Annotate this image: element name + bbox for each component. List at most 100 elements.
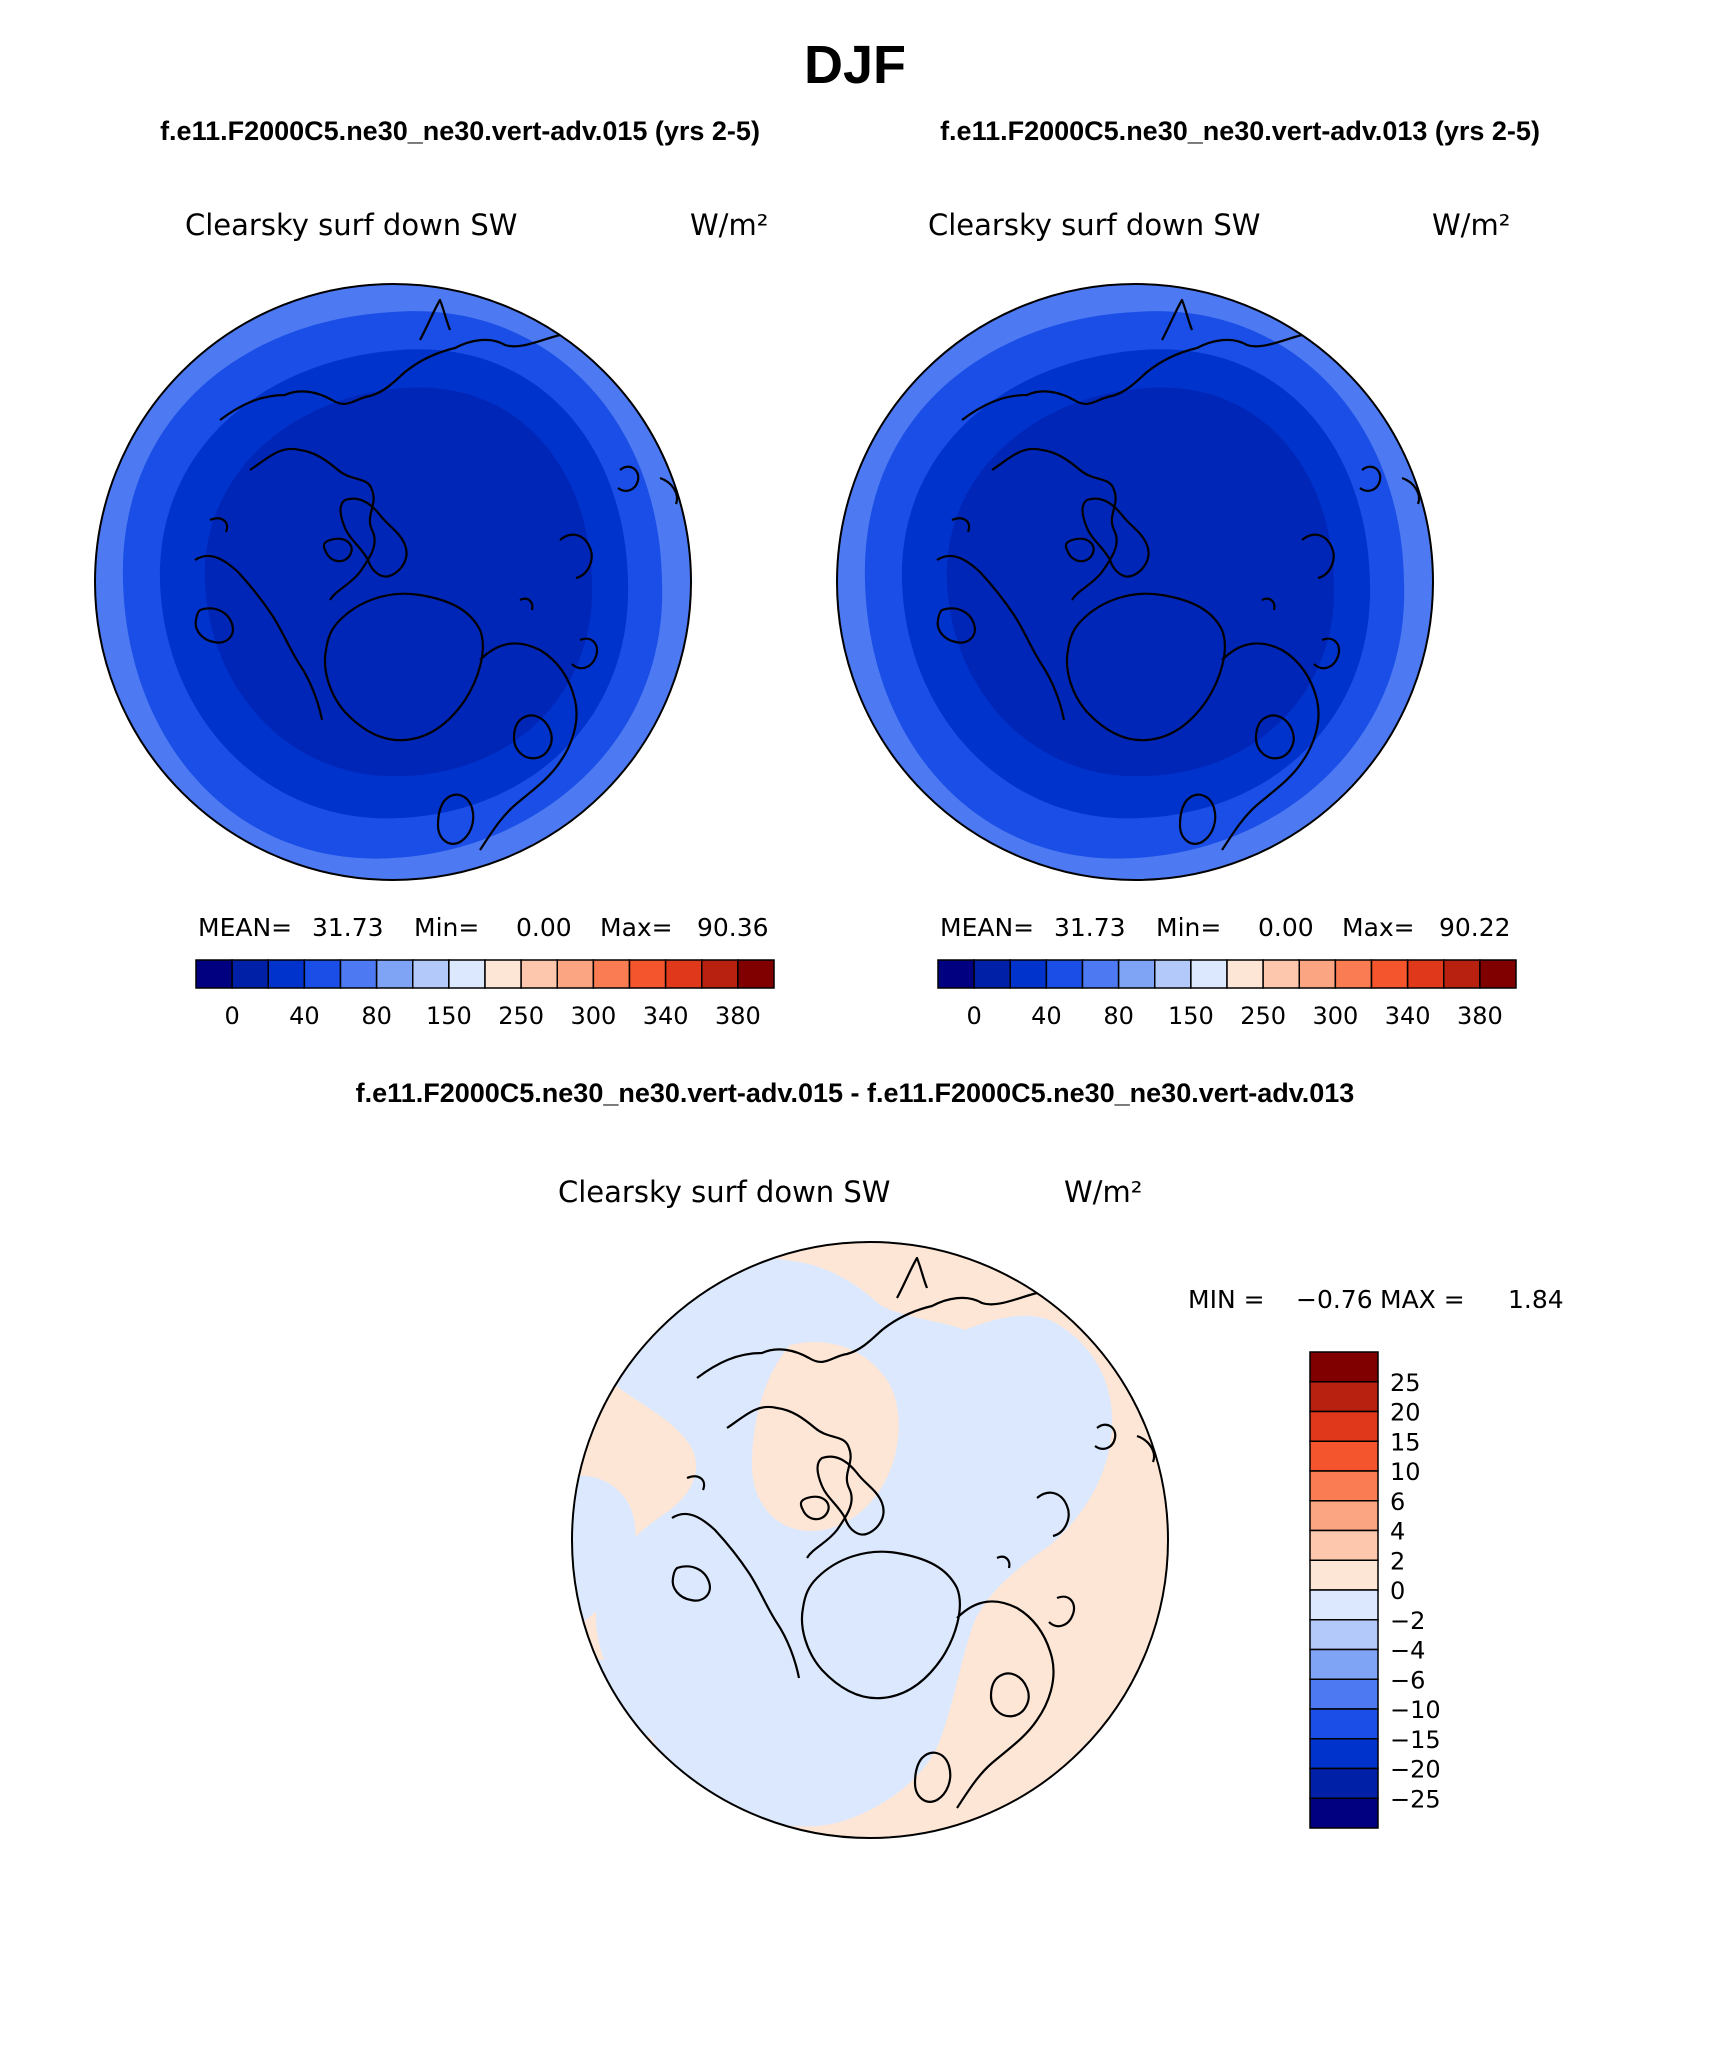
max-value: 90.36: [697, 913, 769, 942]
field-positive-region: [752, 1341, 899, 1531]
field-band-inner: [204, 387, 593, 777]
colorbar-tick-label: 4: [1390, 1518, 1405, 1546]
colorbar-tick-label: 250: [498, 1002, 544, 1030]
panel-c-title: Clearsky surf down SW: [558, 1175, 890, 1209]
map-border: [836, 283, 1434, 881]
colorbar-tick-label: −10: [1390, 1696, 1441, 1724]
colorbar-swatch: [1009, 959, 1048, 989]
colorbar-swatch: [1226, 959, 1264, 989]
colorbar-tick-label: 40: [1031, 1002, 1062, 1030]
min-label: MIN =: [1188, 1285, 1265, 1314]
colorbar-tick-label: 380: [715, 1002, 761, 1030]
colorbar-swatch: [1045, 959, 1084, 989]
min-label: Min=: [1156, 913, 1221, 942]
colorbar-swatch: [1406, 959, 1445, 989]
colorbar-tick-label: 340: [643, 1002, 689, 1030]
colorbar-swatch: [1190, 959, 1228, 989]
min-value: 0.00: [1258, 913, 1314, 942]
max-label: Max=: [1342, 913, 1415, 942]
colorbar-tick-label: 300: [570, 1002, 616, 1030]
colorbar-swatch: [412, 959, 450, 989]
coastlines: [194, 298, 679, 851]
colorbar-swatch: [1309, 1797, 1379, 1829]
field-negative-region: [572, 1475, 636, 1633]
colorbar-tick-label: −2: [1390, 1607, 1425, 1635]
colorbar-tick-label: −15: [1390, 1726, 1441, 1754]
colorbar-tick-label: 0: [966, 1002, 981, 1030]
colorbar-tick-label: 2: [1390, 1547, 1405, 1575]
colorbar-tick-label: 6: [1390, 1488, 1405, 1516]
colorbar-swatch: [231, 959, 269, 989]
colorbar-swatch: [556, 959, 595, 989]
colorbar-swatch: [1309, 1351, 1379, 1383]
colorbar-swatch: [195, 959, 233, 989]
colorbar-tick-label: 80: [361, 1002, 392, 1030]
panel-b-stats: MEAN= 31.73 Min= 0.00 Max= 90.22: [940, 913, 1511, 942]
colorbar-swatch: [1309, 1559, 1379, 1591]
colorbar-tick-label: −6: [1390, 1666, 1425, 1694]
colorbar-swatch: [1309, 1648, 1379, 1680]
colorbar-tick-label: 10: [1390, 1458, 1421, 1486]
panel-a-stats: MEAN= 31.73 Min= 0.00 Max= 90.36: [198, 913, 769, 942]
colorbar-swatch: [1309, 1738, 1379, 1770]
panel-b-title: Clearsky surf down SW: [928, 208, 1260, 242]
panel-a-units: W/m²: [690, 208, 768, 242]
colorbar-swatch: [1309, 1470, 1379, 1502]
colorbar-swatch: [1298, 959, 1337, 989]
mean-label: MEAN=: [198, 913, 292, 942]
colorbar-swatch: [1309, 1619, 1379, 1651]
colorbar-swatch: [267, 959, 306, 989]
colorbar-tick-label: −25: [1390, 1785, 1441, 1813]
panel-case-015: Clearsky surf down SW W/m²: [94, 208, 775, 1030]
colorbar-a: 0 40 80 150 250 300 340 380: [195, 959, 775, 1030]
colorbar-tick-label: 150: [426, 1002, 472, 1030]
colorbar-swatch: [1309, 1767, 1379, 1799]
coastlines: [936, 298, 1421, 851]
colorbar-swatch: [1154, 959, 1192, 989]
colorbar-swatch: [1081, 959, 1120, 989]
colorbar-swatch: [1309, 1381, 1379, 1413]
colorbar-swatch: [937, 959, 975, 989]
panel-c-field: [572, 1242, 1168, 1838]
field-band-inner: [946, 387, 1335, 777]
min-value: −0.76: [1296, 1285, 1373, 1314]
colorbar-swatch: [1309, 1410, 1379, 1442]
colorbar-swatch: [375, 959, 414, 989]
panel-c-stats: MIN = −0.76 MAX = 1.84: [1188, 1285, 1564, 1314]
season-title: DJF: [804, 35, 906, 95]
colorbar-tick-label: 15: [1390, 1428, 1421, 1456]
mean-value: 31.73: [312, 913, 384, 942]
max-label: MAX =: [1380, 1285, 1465, 1314]
colorbar-swatch: [1443, 959, 1481, 989]
colorbar-swatch: [1309, 1529, 1379, 1561]
colorbar-tick-label: 25: [1390, 1369, 1421, 1397]
coastlines: [671, 1256, 1156, 1809]
max-label: Max=: [600, 913, 673, 942]
colorbar-tick-label: 40: [289, 1002, 320, 1030]
colorbar-swatch: [1309, 1678, 1379, 1710]
colorbar-swatch: [701, 959, 739, 989]
mean-value: 31.73: [1054, 913, 1126, 942]
colorbar-swatch: [520, 959, 558, 989]
mean-label: MEAN=: [940, 913, 1034, 942]
min-label: Min=: [414, 913, 479, 942]
case-title-right: f.e11.F2000C5.ne30_ne30.vert-adv.013 (yr…: [940, 116, 1540, 146]
panel-a-title: Clearsky surf down SW: [185, 208, 517, 242]
colorbar-swatch: [664, 959, 703, 989]
panel-b-units: W/m²: [1432, 208, 1510, 242]
colorbar-swatch: [339, 959, 378, 989]
map-border: [571, 1241, 1169, 1839]
colorbar-tick-label: 150: [1168, 1002, 1214, 1030]
min-value: 0.00: [516, 913, 572, 942]
colorbar-swatch: [1334, 959, 1373, 989]
colorbar-swatch: [1309, 1708, 1379, 1740]
colorbar-tick-label: 380: [1457, 1002, 1503, 1030]
colorbar-tick-label: 300: [1312, 1002, 1358, 1030]
colorbar-tick-label: 80: [1103, 1002, 1134, 1030]
colorbar-swatch: [484, 959, 522, 989]
diff-title: f.e11.F2000C5.ne30_ne30.vert-adv.015 - f…: [356, 1078, 1355, 1108]
colorbar-swatch: [1262, 959, 1300, 989]
colorbar-swatch: [1370, 959, 1409, 989]
colorbar-tick-label: 0: [224, 1002, 239, 1030]
